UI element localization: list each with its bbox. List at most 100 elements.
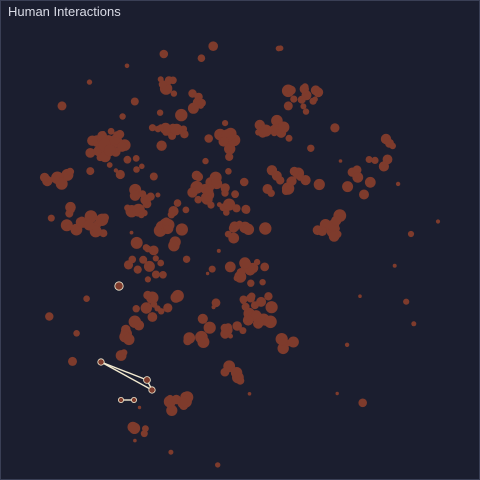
graph-node[interactable] (389, 142, 397, 150)
graph-node[interactable] (220, 136, 229, 146)
graph-node[interactable] (51, 174, 60, 183)
graph-node[interactable] (171, 394, 181, 405)
graph-node[interactable] (130, 236, 143, 249)
graph-node[interactable] (313, 178, 325, 191)
graph-node[interactable] (222, 120, 229, 127)
selected-node[interactable] (114, 281, 124, 291)
graph-node[interactable] (392, 263, 397, 268)
selected-node[interactable] (143, 376, 151, 384)
graph-node[interactable] (66, 224, 72, 230)
graph-node[interactable] (194, 172, 204, 182)
graph-node[interactable] (203, 321, 216, 334)
graph-node[interactable] (247, 279, 255, 287)
graph-node[interactable] (297, 95, 306, 104)
graph-node[interactable] (216, 248, 221, 253)
graph-node[interactable] (138, 190, 147, 198)
graph-node[interactable] (239, 327, 247, 335)
graph-node[interactable] (138, 211, 145, 219)
graph-node[interactable] (243, 206, 251, 214)
graph-node[interactable] (124, 204, 131, 212)
graph-node[interactable] (290, 95, 298, 103)
graph-node[interactable] (86, 79, 93, 85)
graph-node[interactable] (411, 321, 417, 327)
graph-node[interactable] (220, 323, 229, 333)
graph-node[interactable] (231, 190, 240, 199)
graph-node[interactable] (155, 192, 161, 198)
graph-node[interactable] (123, 333, 135, 346)
graph-node[interactable] (275, 333, 288, 346)
selected-node[interactable] (118, 396, 125, 403)
graph-node[interactable] (247, 292, 256, 301)
graph-node[interactable] (39, 172, 50, 183)
graph-node[interactable] (83, 295, 90, 303)
graph-node[interactable] (149, 172, 158, 181)
graph-node[interactable] (253, 318, 264, 329)
graph-node[interactable] (194, 92, 203, 102)
graph-node[interactable] (281, 182, 295, 195)
graph-node[interactable] (233, 275, 240, 282)
graph-node[interactable] (157, 259, 165, 267)
graph-node[interactable] (378, 161, 389, 172)
graph-node[interactable] (156, 140, 167, 151)
selected-node[interactable] (97, 358, 105, 366)
graph-node[interactable] (330, 123, 340, 133)
graph-node[interactable] (277, 45, 284, 51)
graph-node[interactable] (302, 108, 310, 115)
graph-node[interactable] (216, 202, 222, 208)
graph-node[interactable] (132, 155, 140, 162)
graph-node[interactable] (83, 219, 95, 231)
graph-node[interactable] (85, 148, 96, 158)
graph-node[interactable] (309, 97, 317, 105)
graph-node[interactable] (202, 157, 209, 165)
graph-node[interactable] (271, 170, 282, 181)
graph-node[interactable] (170, 90, 178, 97)
graph-node[interactable] (338, 159, 343, 163)
graph-node[interactable] (133, 166, 140, 173)
graph-node[interactable] (223, 198, 236, 211)
graph-node[interactable] (104, 144, 116, 157)
graph-node[interactable] (251, 310, 262, 321)
graph-node[interactable] (162, 217, 171, 226)
graph-node[interactable] (175, 108, 188, 122)
graph-node[interactable] (188, 89, 197, 98)
graph-node[interactable] (211, 298, 221, 308)
graph-node[interactable] (139, 163, 145, 170)
graph-node[interactable] (208, 41, 218, 51)
graph-node[interactable] (352, 165, 362, 175)
graph-node[interactable] (285, 134, 293, 142)
graph-node[interactable] (236, 376, 245, 385)
graph-node[interactable] (65, 209, 74, 218)
graph-node[interactable] (133, 438, 137, 443)
graph-node[interactable] (100, 213, 109, 222)
graph-node[interactable] (175, 223, 188, 236)
graph-node[interactable] (151, 270, 160, 279)
graph-node[interactable] (241, 302, 250, 311)
graph-node[interactable] (224, 143, 236, 155)
graph-node[interactable] (124, 63, 130, 69)
graph-node[interactable] (119, 113, 126, 120)
graph-node[interactable] (180, 398, 188, 406)
graph-node[interactable] (194, 195, 202, 204)
graph-node[interactable] (73, 330, 80, 337)
graph-node[interactable] (353, 172, 361, 179)
graph-node[interactable] (182, 255, 191, 263)
graph-node[interactable] (358, 294, 362, 299)
graph-node[interactable] (128, 422, 141, 434)
graph-node[interactable] (259, 222, 272, 235)
graph-node[interactable] (170, 292, 182, 303)
graph-node[interactable] (259, 279, 266, 286)
graph-node[interactable] (286, 85, 296, 95)
graph-node[interactable] (183, 332, 196, 344)
graph-node[interactable] (75, 217, 86, 227)
graph-node[interactable] (142, 244, 150, 251)
graph-node[interactable] (300, 175, 311, 186)
graph-node[interactable] (300, 103, 307, 110)
graph-node[interactable] (164, 76, 173, 85)
graph-node[interactable] (197, 54, 206, 62)
graph-node[interactable] (154, 305, 161, 312)
graph-node[interactable] (143, 260, 155, 272)
graph-node[interactable] (163, 303, 173, 313)
graph-node[interactable] (197, 98, 206, 107)
graph-node[interactable] (117, 141, 128, 152)
graph-node[interactable] (262, 184, 273, 194)
